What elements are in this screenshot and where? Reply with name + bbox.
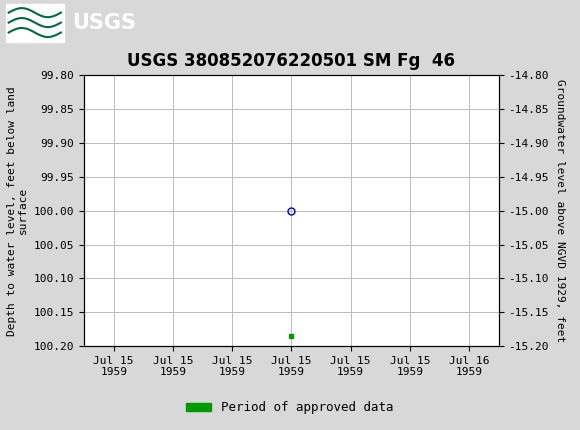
Y-axis label: Groundwater level above NGVD 1929, feet: Groundwater level above NGVD 1929, feet	[554, 79, 564, 342]
Y-axis label: Depth to water level, feet below land
surface: Depth to water level, feet below land su…	[7, 86, 28, 335]
Legend: Period of approved data: Period of approved data	[181, 396, 399, 419]
Text: USGS: USGS	[72, 12, 136, 33]
Title: USGS 380852076220501 SM Fg  46: USGS 380852076220501 SM Fg 46	[128, 52, 455, 70]
FancyBboxPatch shape	[6, 3, 64, 42]
